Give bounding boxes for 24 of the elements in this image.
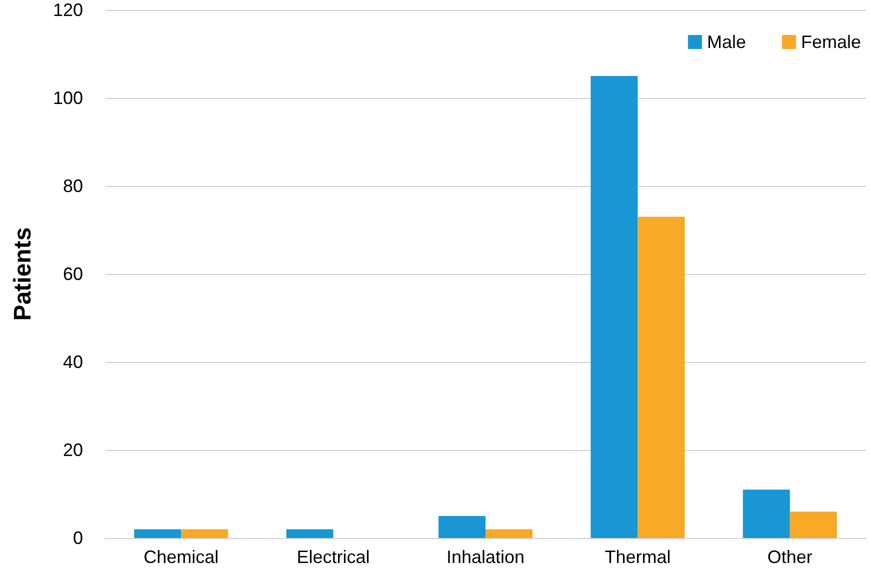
x-tick-label: Inhalation [446, 547, 525, 567]
y-axis-title: Patients [10, 227, 36, 321]
x-tick-label: Other [767, 547, 812, 567]
y-tick-label: 60 [62, 264, 83, 284]
y-tick-label: 0 [72, 528, 83, 548]
legend-label: Male [706, 32, 746, 52]
bar [790, 512, 837, 538]
legend-label: Female [800, 32, 862, 52]
x-tick-label: Chemical [144, 547, 219, 567]
y-tick-label: 120 [52, 0, 83, 20]
bar [590, 76, 638, 538]
bar [134, 529, 182, 538]
y-tick-label: 100 [52, 88, 83, 108]
bar [486, 529, 532, 538]
bar [181, 529, 228, 538]
y-tick-label: 40 [62, 352, 83, 372]
bar [286, 529, 334, 538]
bar [638, 216, 685, 538]
x-tick-label: Electrical [296, 547, 370, 567]
bar [438, 516, 486, 538]
y-tick-label: 80 [62, 176, 83, 196]
bar [742, 490, 790, 538]
x-tick-label: Thermal [604, 547, 671, 567]
y-tick-label: 20 [62, 440, 83, 460]
